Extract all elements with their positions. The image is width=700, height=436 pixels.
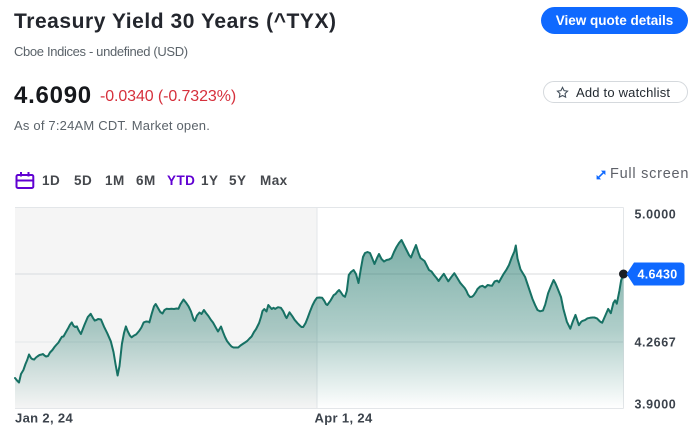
svg-text:4.6430: 4.6430: [637, 268, 677, 282]
svg-text:Jan 2, 24: Jan 2, 24: [15, 411, 73, 426]
svg-text:5.0000: 5.0000: [635, 208, 677, 222]
svg-text:4.2667: 4.2667: [635, 336, 677, 350]
svg-text:3.9000: 3.9000: [635, 398, 677, 412]
svg-text:Apr 1, 24: Apr 1, 24: [315, 411, 373, 426]
